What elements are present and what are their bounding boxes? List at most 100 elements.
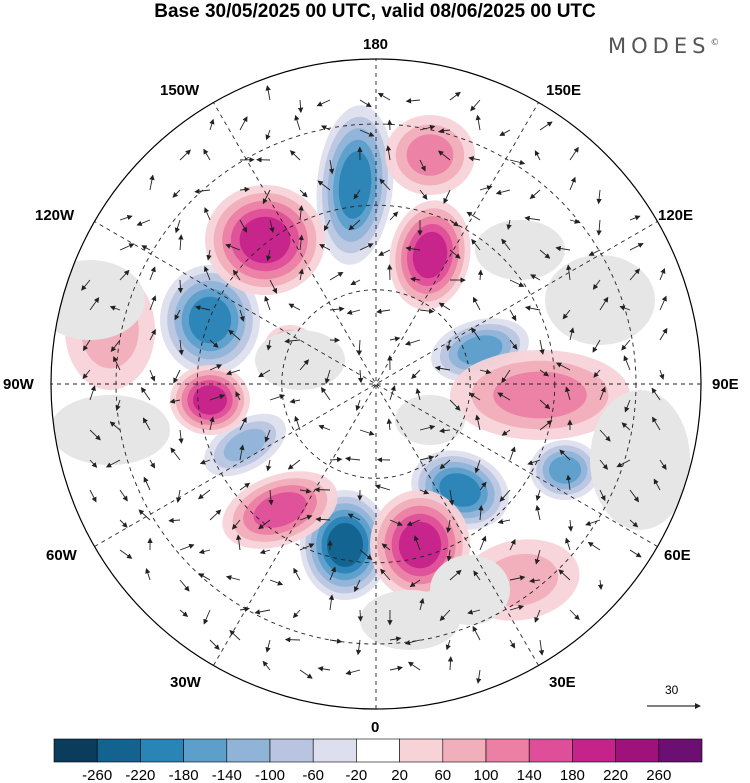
wind-arrow <box>194 188 211 194</box>
wind-arrow <box>329 306 345 312</box>
wind-arrow <box>501 429 511 436</box>
wind-arrow <box>329 638 343 644</box>
wind-arrow <box>170 447 181 461</box>
wind-arrow <box>468 392 481 401</box>
wind-arrow <box>140 387 151 401</box>
colorbar-tick-label: 180 <box>560 767 585 783</box>
colorbar-tick-label: -100 <box>255 767 285 783</box>
wind-arrow <box>599 459 608 470</box>
wind-arrow <box>359 129 375 137</box>
anomaly-contour <box>548 456 582 484</box>
colorbar-swatch <box>312 738 357 763</box>
wind-arrow <box>110 339 121 353</box>
wind-arrow <box>109 305 121 311</box>
wind-arrow <box>534 609 541 623</box>
wind-arrow <box>509 604 525 611</box>
wind-arrow <box>225 575 241 581</box>
wind-arrow <box>629 519 639 528</box>
anomaly-contour <box>253 492 307 528</box>
wind-arrow <box>438 128 451 134</box>
wind-arrow <box>119 214 133 221</box>
wind-arrow <box>389 211 399 221</box>
wind-arrow <box>269 394 286 401</box>
wind-arrow <box>539 420 553 431</box>
anomaly-contour <box>188 296 232 344</box>
wind-arrow <box>264 429 271 443</box>
wind-arrow <box>298 205 304 221</box>
wind-arrow <box>419 489 430 495</box>
wind-arrow <box>287 459 301 470</box>
wind-arrow <box>597 579 604 590</box>
wind-arrow <box>389 385 396 401</box>
wind-arrow <box>405 245 421 252</box>
brand-text: MODES <box>608 34 711 58</box>
wind-arrow <box>497 518 511 525</box>
lon-label-60e: 60E <box>664 547 691 564</box>
wind-arrow <box>317 180 331 191</box>
wind-arrow <box>264 295 271 311</box>
wind-arrow <box>558 569 571 581</box>
wind-arrow <box>659 327 668 341</box>
modes-logo: MODES© <box>608 34 719 58</box>
anomaly-contour <box>398 521 442 569</box>
wind-arrow <box>419 424 436 431</box>
wind-arrow <box>381 543 391 551</box>
wind-arrow <box>318 424 331 431</box>
wind-arrow <box>479 185 493 191</box>
wind-arrow <box>467 609 481 615</box>
wind-arrow <box>471 238 481 251</box>
wind-arrow <box>265 85 271 101</box>
wind-arrow <box>387 119 393 131</box>
lon-label-30e: 30E <box>549 674 576 691</box>
wind-arrow <box>179 579 190 592</box>
wind-arrow <box>268 489 274 506</box>
wind-arrow <box>149 369 156 382</box>
wind-arrow <box>203 148 211 161</box>
colorbar-tick-label: 260 <box>646 767 671 783</box>
wind-arrow <box>359 99 372 108</box>
wind-arrow <box>284 338 301 344</box>
wind-arrow <box>509 309 517 322</box>
lon-label-120e: 120E <box>658 207 694 224</box>
wind-arrow <box>377 92 391 101</box>
wind-arrow <box>142 417 151 431</box>
colorbar-tick-label: -20 <box>346 767 368 783</box>
wind-arrow <box>434 365 451 371</box>
wind-arrow <box>468 156 481 162</box>
wind-arrow <box>438 302 451 311</box>
anomaly-field <box>65 105 630 621</box>
wind-arrow <box>209 639 220 650</box>
wind-arrow <box>624 399 631 413</box>
wind-arrow <box>324 369 331 384</box>
wind-arrow <box>345 456 361 462</box>
wind-arrow <box>621 339 631 351</box>
wind-arrow <box>475 414 481 431</box>
colorbar-swatch <box>658 738 703 763</box>
wind-arrow <box>359 429 375 436</box>
wind-arrow <box>448 489 455 506</box>
wind-arrow <box>294 114 301 131</box>
wind-arrow <box>178 429 184 444</box>
colorbar-tick-label: 60 <box>434 767 451 783</box>
wind-arrow <box>529 578 541 584</box>
wind-arrow <box>262 189 271 205</box>
wind-arrow <box>357 369 364 384</box>
wind-arrow <box>653 478 661 491</box>
wind-arrow <box>527 459 541 466</box>
wind-arrow <box>199 459 211 465</box>
wind-arrow <box>389 665 403 671</box>
wind-arrow <box>288 303 301 311</box>
wind-arrow <box>379 178 391 191</box>
wind-arrow <box>350 279 361 286</box>
wind-arrow <box>466 211 481 221</box>
wind-arrow <box>179 149 191 161</box>
wind-arrow <box>320 387 331 401</box>
wind-arrow <box>419 189 428 200</box>
colorbar-tick-label: 20 <box>391 767 408 783</box>
wind-arrow <box>385 145 392 161</box>
wind-arrow <box>203 609 211 625</box>
wind-arrow <box>437 150 451 161</box>
wind-arrow <box>299 189 308 198</box>
wind-arrow <box>539 121 553 131</box>
